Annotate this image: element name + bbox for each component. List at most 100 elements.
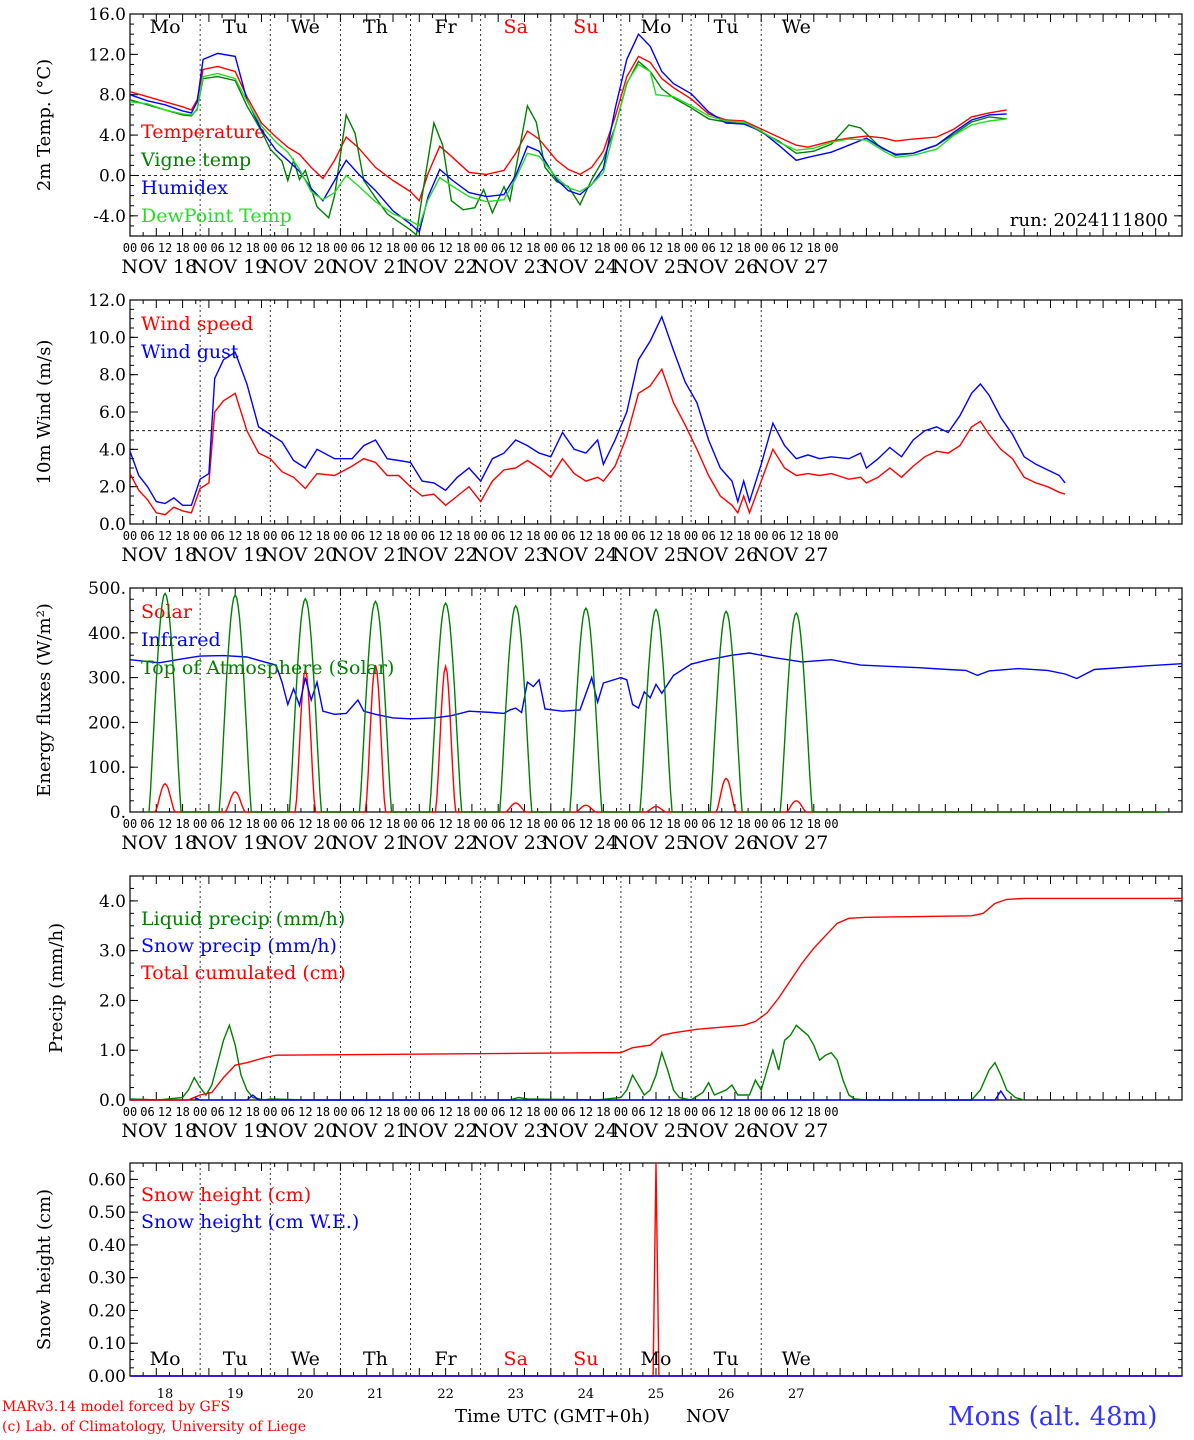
hour-tick-label: 00: [193, 817, 207, 831]
y-tick-label: 400.: [88, 624, 126, 644]
day-number-label: 20: [297, 1387, 314, 1402]
hour-tick-label: 00: [614, 241, 628, 255]
hour-tick-label: 06: [561, 1105, 575, 1119]
month-label: NOV: [686, 1406, 730, 1427]
hour-tick-label: 00: [473, 529, 487, 543]
hour-tick-label: 06: [281, 241, 295, 255]
hour-tick-label: 12: [509, 1105, 523, 1119]
run-annotation: run: 2024111800: [1010, 210, 1168, 231]
y-tick-label: 100.: [88, 758, 126, 778]
hour-tick-label: 18: [175, 817, 189, 831]
hour-tick-label: 06: [772, 241, 786, 255]
hour-tick-label: 12: [228, 1105, 242, 1119]
hour-tick-label: 06: [210, 1105, 224, 1119]
date-label: NOV 18: [121, 256, 197, 278]
legend-entry: Vigne temp: [140, 149, 251, 171]
hour-tick-label: 12: [298, 1105, 312, 1119]
hour-tick-label: 18: [316, 529, 330, 543]
date-label: NOV 18: [121, 544, 197, 566]
hour-tick-label: 06: [281, 529, 295, 543]
hour-tick-label: 18: [175, 1105, 189, 1119]
series-line: [130, 1023, 1025, 1101]
weekday-label: Sa: [504, 1348, 528, 1370]
hour-tick-label: 18: [316, 817, 330, 831]
hour-tick-label: 18: [596, 1105, 610, 1119]
legend-entry: Top of Atmosphere (Solar): [141, 657, 394, 679]
hour-tick-label: 18: [246, 529, 260, 543]
weekday-label: Th: [363, 16, 388, 38]
date-label: NOV 23: [472, 544, 548, 566]
hour-tick-label: 18: [736, 817, 750, 831]
hour-tick-label: 00: [333, 241, 347, 255]
y-tick-label: 0.0: [99, 1091, 126, 1111]
y-tick-label: 0.30: [88, 1269, 126, 1289]
weekday-label: We: [782, 1348, 811, 1370]
y-axis-label: Snow height (cm): [34, 1189, 55, 1350]
hour-tick-label: 06: [561, 817, 575, 831]
weekday-label: Su: [573, 1348, 598, 1370]
hour-tick-label: 06: [351, 529, 365, 543]
y-axis-label: 2m Temp. (°C): [34, 59, 55, 191]
hour-tick-label: 12: [438, 529, 452, 543]
hour-tick-label: 00: [754, 1105, 768, 1119]
series-line: [130, 367, 1066, 516]
day-number-label: 23: [507, 1387, 524, 1402]
hour-tick-label: 18: [736, 241, 750, 255]
date-label: NOV 18: [121, 832, 197, 854]
weekday-label: Su: [573, 16, 598, 38]
series-line: [130, 314, 1066, 506]
hour-tick-label: 06: [701, 1105, 715, 1119]
y-tick-label: 200.: [88, 713, 126, 733]
hour-tick-label: 06: [140, 241, 154, 255]
hour-tick-label: 18: [736, 529, 750, 543]
hour-tick-label: 12: [368, 1105, 382, 1119]
date-label: NOV 23: [472, 1120, 548, 1142]
series-line: [153, 663, 1159, 813]
hour-tick-label: 00: [473, 1105, 487, 1119]
hour-tick-label: 00: [403, 529, 417, 543]
y-tick-label: 16.0: [88, 5, 126, 25]
date-label: NOV 27: [753, 832, 829, 854]
day-number-label: 27: [788, 1387, 805, 1402]
hour-tick-label: 18: [456, 1105, 470, 1119]
hour-tick-label: 00: [193, 1105, 207, 1119]
legend-entry: DewPoint Temp: [141, 205, 292, 227]
weekday-label: Th: [363, 1348, 388, 1370]
legend-entry: Wind speed: [141, 313, 253, 335]
hour-tick-label: 00: [824, 241, 838, 255]
weekday-label: Tu: [714, 1348, 739, 1370]
weekday-label: Mo: [150, 1348, 181, 1370]
series-line: [130, 55, 1007, 203]
y-tick-label: 4.0: [99, 892, 126, 912]
hour-tick-label: 06: [140, 817, 154, 831]
y-tick-label: 2.0: [99, 478, 126, 498]
y-axis-label: 10m Wind (m/s): [34, 340, 55, 485]
hour-tick-label: 18: [807, 529, 821, 543]
hour-tick-label: 18: [807, 241, 821, 255]
hour-tick-label: 18: [526, 241, 540, 255]
weekday-label: Mo: [641, 16, 672, 38]
date-label: NOV 27: [753, 1120, 829, 1142]
legend-entry: Humidex: [141, 177, 228, 199]
lab-credit: (c) Lab. of Climatology, University of L…: [2, 1419, 307, 1435]
y-tick-label: 0.50: [88, 1203, 126, 1223]
hour-tick-label: 00: [824, 529, 838, 543]
series-line: [130, 32, 1007, 234]
hour-tick-label: 00: [544, 241, 558, 255]
hour-tick-label: 00: [403, 1105, 417, 1119]
hour-tick-label: 18: [456, 529, 470, 543]
hour-tick-label: 00: [684, 529, 698, 543]
hour-tick-label: 06: [772, 1105, 786, 1119]
hour-tick-label: 18: [666, 241, 680, 255]
y-tick-label: 300.: [88, 669, 126, 689]
legend-entry: Snow height (cm): [141, 1184, 311, 1206]
hour-tick-label: 12: [158, 817, 172, 831]
hour-tick-label: 06: [772, 529, 786, 543]
hour-tick-label: 18: [246, 1105, 260, 1119]
hour-tick-label: 00: [544, 529, 558, 543]
hour-tick-label: 18: [175, 529, 189, 543]
y-tick-label: 2.0: [99, 991, 126, 1011]
hour-tick-label: 06: [701, 241, 715, 255]
hour-tick-label: 06: [210, 817, 224, 831]
hour-tick-label: 18: [666, 817, 680, 831]
